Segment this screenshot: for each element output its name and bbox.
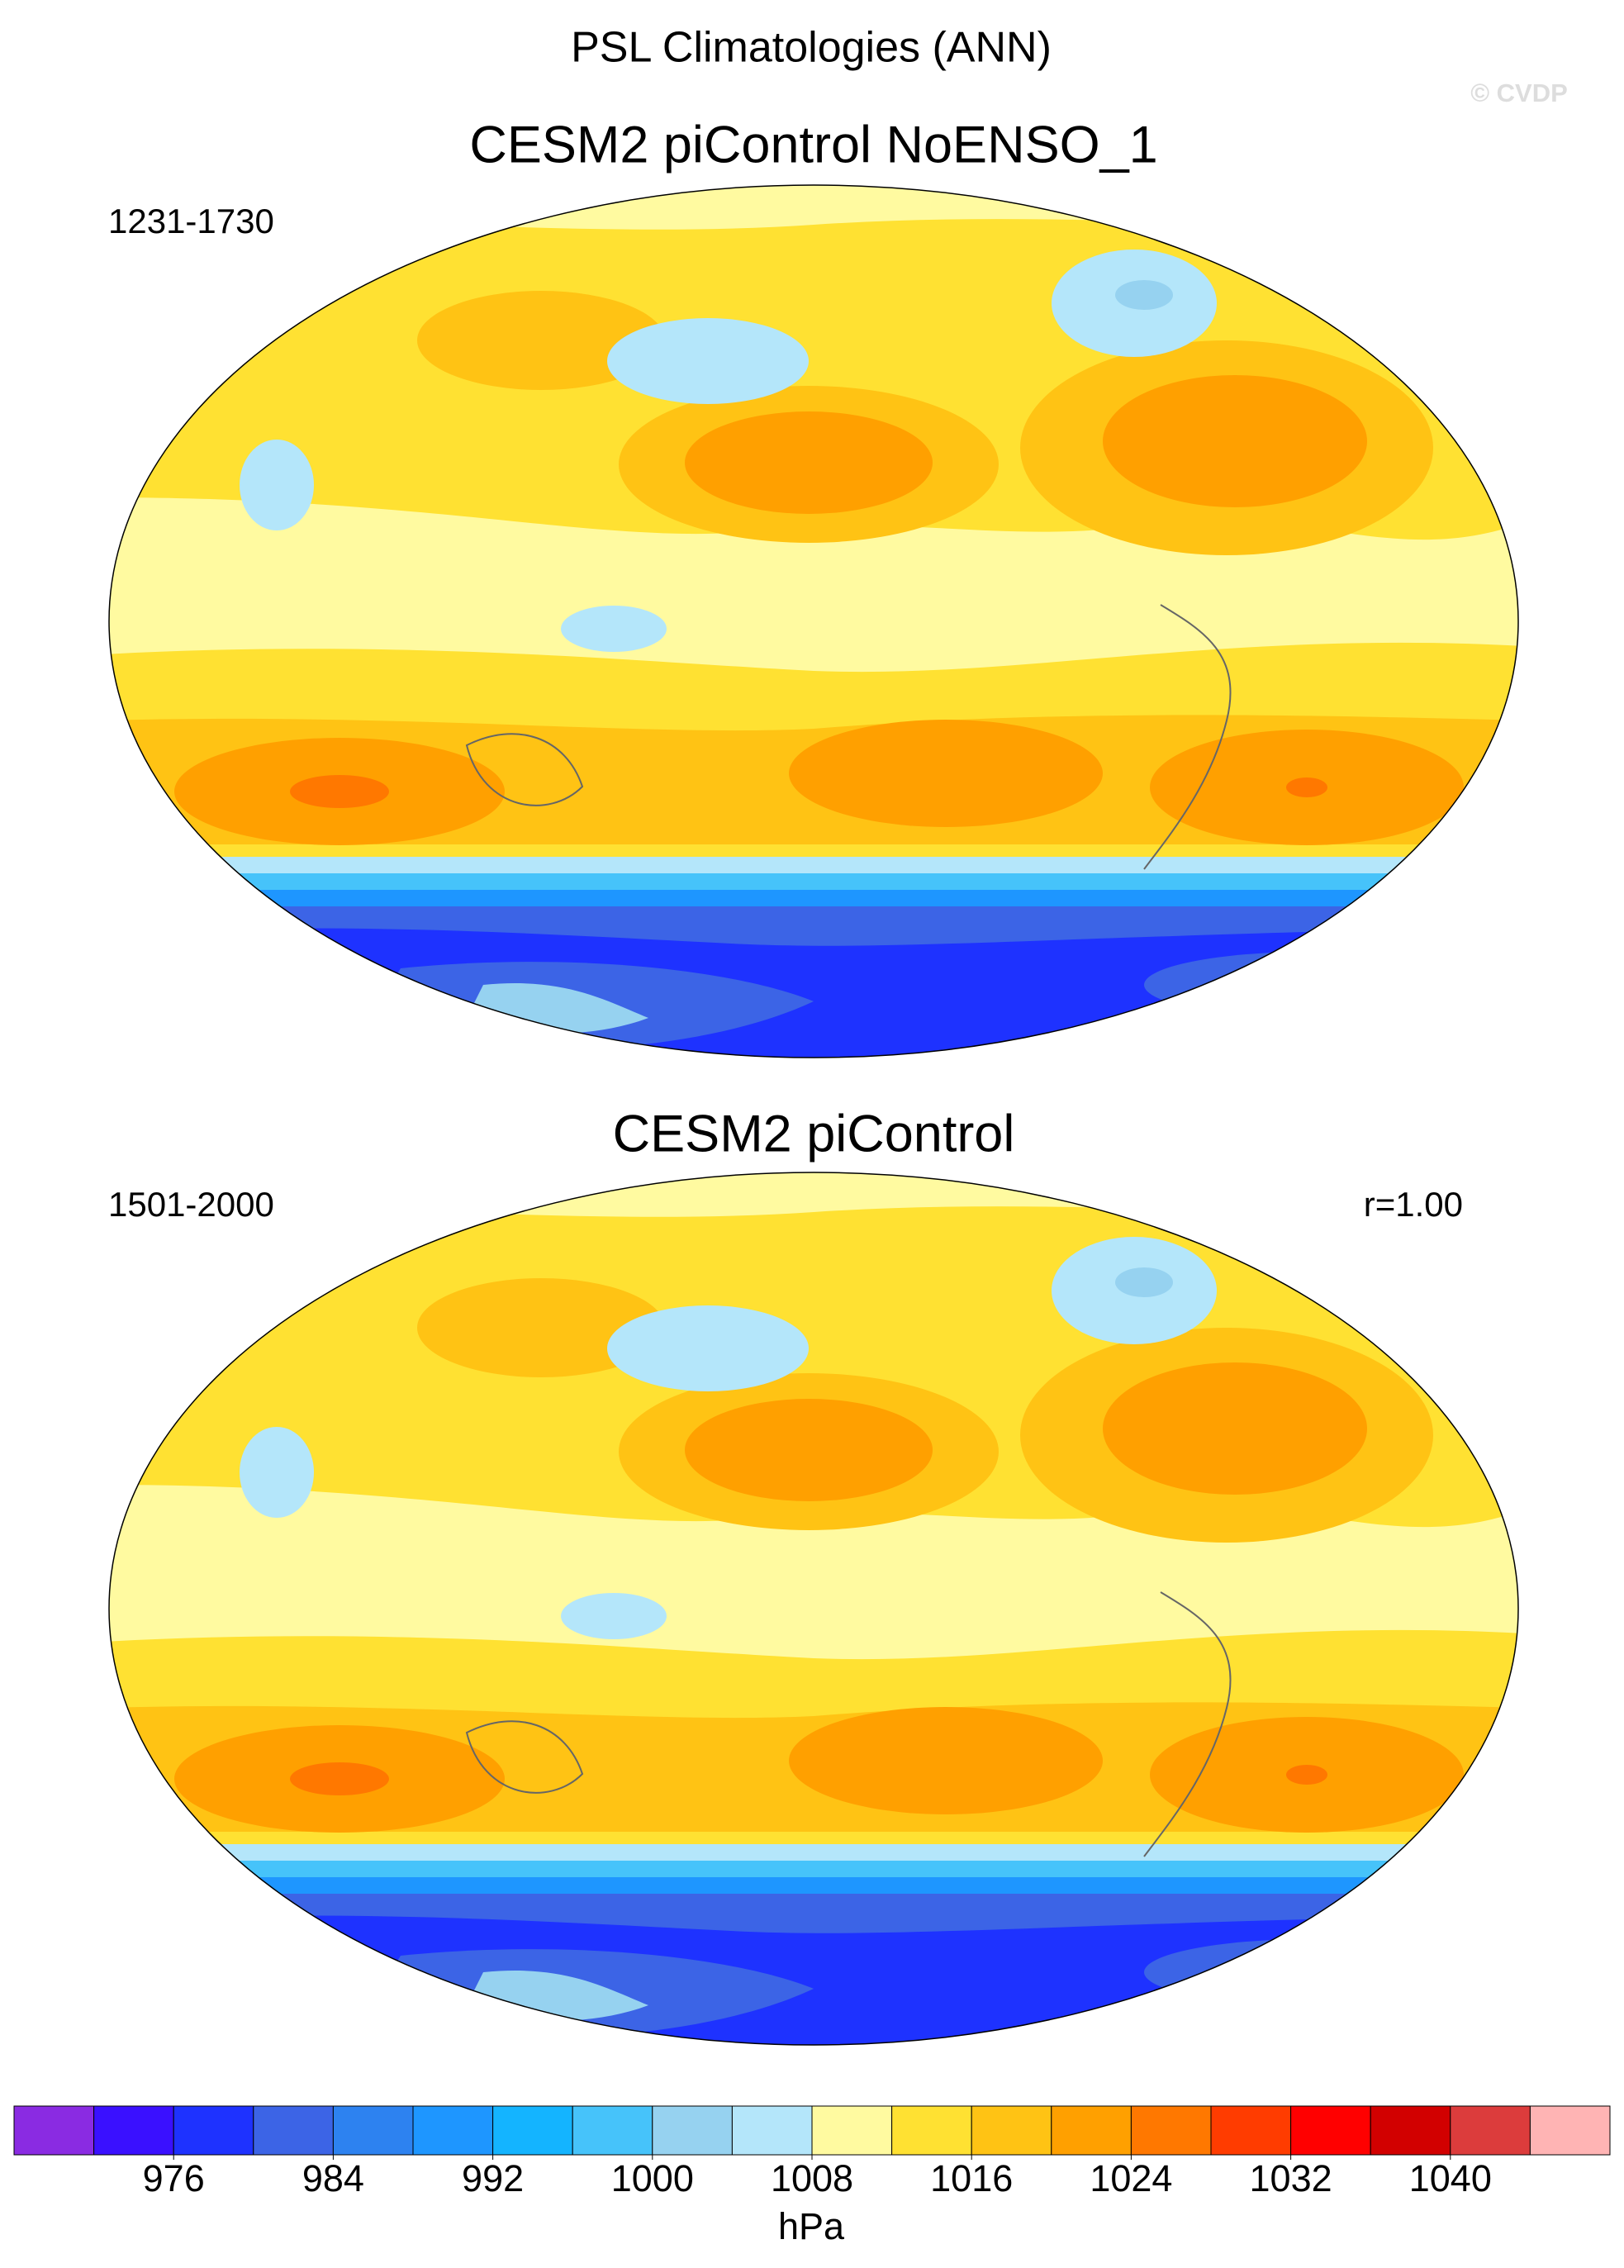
colorbar-box: [1130, 2105, 1212, 2156]
colorbar-box: [332, 2105, 414, 2156]
colorbar-box: [652, 2105, 733, 2156]
colorbar-box: [13, 2105, 95, 2156]
colorbar-box: [731, 2105, 813, 2156]
colorbar-box: [1370, 2105, 1451, 2156]
colorbar-tick-label: 1024: [1090, 2157, 1172, 2199]
colorbar-box: [253, 2105, 334, 2156]
panel-title: CESM2 piControl NoENSO_1: [469, 116, 1157, 174]
colorbar-box: [93, 2105, 174, 2156]
colorbar-box: [173, 2105, 254, 2156]
colorbar-tick-label: 1040: [1409, 2157, 1492, 2199]
colorbar-tick-label: 1000: [611, 2157, 694, 2199]
colorbar-tick-label: 976: [143, 2157, 205, 2199]
colorbar-box: [1529, 2105, 1611, 2156]
colorbar-box: [1051, 2105, 1132, 2156]
panel: CESM2 piControl NoENSO_1 1231-1730: [103, 116, 1524, 1072]
colorbar-box: [811, 2105, 893, 2156]
colorbar-tick-label: 1016: [930, 2157, 1013, 2199]
colorbar-box: [572, 2105, 653, 2156]
colorbar-box: [1210, 2105, 1292, 2156]
colorbar-box: [492, 2105, 573, 2156]
panel-stat: r=1.00: [1364, 1185, 1463, 1224]
colorbar-tick-label: 1008: [771, 2157, 853, 2199]
colorbar-box: [891, 2105, 972, 2156]
colorbar-box: [412, 2105, 494, 2156]
colorbar-label: hPa: [778, 2205, 845, 2247]
colorbar-box: [971, 2105, 1052, 2156]
colorbar-tick-label: 992: [462, 2157, 524, 2199]
map: [103, 175, 1524, 1072]
map: [103, 1163, 1524, 2059]
watermark: © CVDP: [1470, 78, 1568, 107]
panel-period: 1231-1730: [108, 202, 274, 240]
colorbar-tick-label: 1032: [1250, 2157, 1332, 2199]
panel-period: 1501-2000: [108, 1185, 274, 1224]
colorbar-tick-label: 984: [302, 2157, 364, 2199]
colorbar-box: [1290, 2105, 1371, 2156]
panel: CESM2 piControl 1501-2000 r=1.00: [103, 1105, 1524, 2059]
colorbar: 976 984 992 1000 1008 1016 1024 1032 1040: [13, 2105, 1611, 2199]
colorbar-box: [1450, 2105, 1531, 2156]
figure-title: PSL Climatologies (ANN): [571, 24, 1052, 72]
panel-title: CESM2 piControl: [613, 1105, 1015, 1163]
